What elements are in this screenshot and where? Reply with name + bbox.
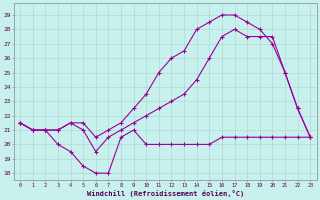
X-axis label: Windchill (Refroidissement éolien,°C): Windchill (Refroidissement éolien,°C) — [86, 190, 244, 197]
